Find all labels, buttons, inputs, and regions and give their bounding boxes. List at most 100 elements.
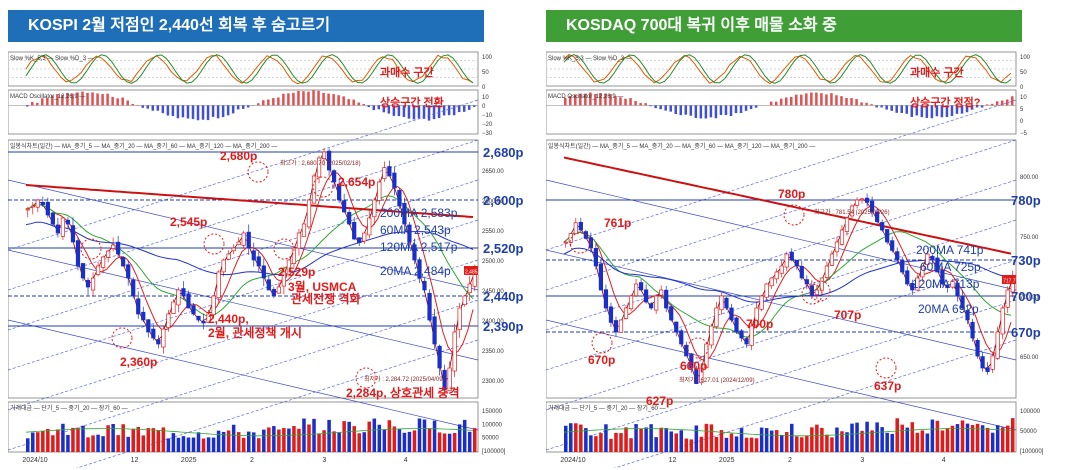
volume-bar bbox=[161, 427, 166, 452]
volume-bar bbox=[975, 423, 980, 452]
macd-bar bbox=[31, 101, 34, 106]
macd-tick-label: 5 bbox=[1020, 107, 1024, 113]
volume-bar bbox=[704, 423, 709, 452]
candle-body bbox=[181, 288, 186, 297]
stoch-k-line bbox=[25, 54, 474, 85]
macd-tick-label: −5 bbox=[1020, 131, 1028, 137]
volume-bar bbox=[965, 423, 970, 452]
volume-bar bbox=[940, 430, 945, 452]
macd-bar bbox=[131, 103, 134, 106]
candle-body bbox=[422, 280, 427, 291]
volume-bar bbox=[614, 432, 618, 452]
macd-bar bbox=[955, 105, 959, 114]
candle-body bbox=[30, 205, 35, 208]
ma200-line bbox=[25, 184, 474, 218]
volume-bar bbox=[437, 432, 442, 452]
candle-body bbox=[457, 307, 462, 331]
macd-bar bbox=[865, 102, 868, 106]
volume-bar bbox=[472, 428, 477, 452]
candle-body bbox=[593, 247, 598, 267]
highlight-circle bbox=[203, 233, 225, 255]
volume-tick-label: 50000 bbox=[482, 436, 499, 442]
volume-bar bbox=[106, 425, 110, 452]
macd-bar bbox=[161, 105, 165, 114]
volume-bar bbox=[1005, 425, 1010, 452]
candle-body bbox=[714, 307, 719, 328]
macd-bar bbox=[36, 102, 39, 106]
volume-bar bbox=[744, 437, 749, 452]
highlight-circle bbox=[273, 238, 295, 260]
volume-bar bbox=[599, 433, 603, 452]
macd-bar bbox=[357, 102, 360, 106]
candle-body bbox=[794, 259, 799, 267]
down-channel-line bbox=[546, 249, 1017, 361]
volume-bar bbox=[362, 432, 367, 452]
candle-body bbox=[623, 307, 629, 319]
volume-tick-label: 100000 bbox=[1020, 409, 1041, 415]
macd-bar bbox=[619, 97, 622, 106]
candle-body bbox=[462, 295, 467, 305]
x-tick-label: 3 bbox=[860, 457, 864, 464]
macd-bar bbox=[176, 105, 180, 119]
volume-bar bbox=[769, 430, 774, 452]
candle-body bbox=[321, 151, 327, 159]
volume-bar bbox=[1000, 427, 1005, 452]
volume-bar bbox=[116, 435, 120, 452]
macd-bar bbox=[880, 105, 883, 108]
candle-body bbox=[286, 259, 292, 275]
volume-bar bbox=[96, 434, 100, 452]
macd-bar bbox=[624, 98, 627, 106]
volume-bar bbox=[724, 437, 729, 452]
candle-body bbox=[940, 269, 945, 285]
kospi-panel: KOSPI 2월 저점인 2,440선 회복 후 숨고르기 Slow %K_5,… bbox=[8, 0, 530, 470]
candle-body bbox=[70, 225, 76, 243]
candle-body bbox=[689, 353, 694, 369]
candle-body bbox=[377, 181, 382, 201]
volume-bar bbox=[659, 427, 663, 452]
highlight-circle bbox=[783, 204, 805, 226]
volume-bar bbox=[709, 424, 714, 452]
candle-body bbox=[357, 237, 362, 243]
volume-bar bbox=[447, 433, 452, 452]
candle-body bbox=[146, 319, 151, 333]
candle-body bbox=[141, 311, 146, 321]
candle-body bbox=[186, 293, 191, 309]
candle-body bbox=[709, 325, 714, 346]
level-label: 2,680p bbox=[483, 145, 524, 160]
macd-bar bbox=[61, 94, 64, 106]
stoch-tick-label: 0 bbox=[482, 85, 486, 91]
volume-bar bbox=[307, 424, 311, 452]
candle-body bbox=[809, 285, 814, 297]
macd-bar bbox=[830, 93, 833, 106]
candle-body bbox=[563, 241, 568, 244]
macd-bar bbox=[111, 96, 114, 106]
macd-bar bbox=[800, 94, 803, 106]
candle-body bbox=[256, 256, 261, 267]
candle-body bbox=[864, 197, 870, 203]
ma-label: 120MA 2,517p bbox=[380, 240, 458, 254]
macd-bar bbox=[965, 105, 969, 113]
candle-body bbox=[65, 219, 71, 225]
level-label: 700p bbox=[1011, 289, 1041, 304]
volume-bar bbox=[31, 432, 35, 452]
volume-bar bbox=[141, 435, 146, 452]
volume-bar bbox=[46, 428, 50, 452]
volume-bar bbox=[241, 437, 246, 452]
highlight-circle bbox=[312, 176, 334, 198]
x-tick-label: 2024/10 bbox=[560, 457, 585, 464]
macd-bar bbox=[724, 105, 728, 116]
volume-bar bbox=[272, 426, 276, 452]
macd-bar bbox=[915, 105, 919, 116]
macd-tick-label: 10 bbox=[1020, 95, 1027, 101]
macd-note: 상승구간 전환 bbox=[380, 95, 444, 109]
x-tick-label: 2 bbox=[250, 457, 254, 464]
macd-bar bbox=[980, 105, 984, 108]
volume-bar bbox=[71, 427, 75, 452]
candle-body bbox=[1000, 307, 1005, 335]
candle-body bbox=[206, 313, 211, 323]
macd-bar bbox=[241, 105, 245, 109]
macd-bar bbox=[86, 92, 89, 106]
macd-bar bbox=[985, 104, 989, 106]
volume-bar bbox=[51, 435, 55, 452]
candle-body bbox=[664, 289, 669, 309]
